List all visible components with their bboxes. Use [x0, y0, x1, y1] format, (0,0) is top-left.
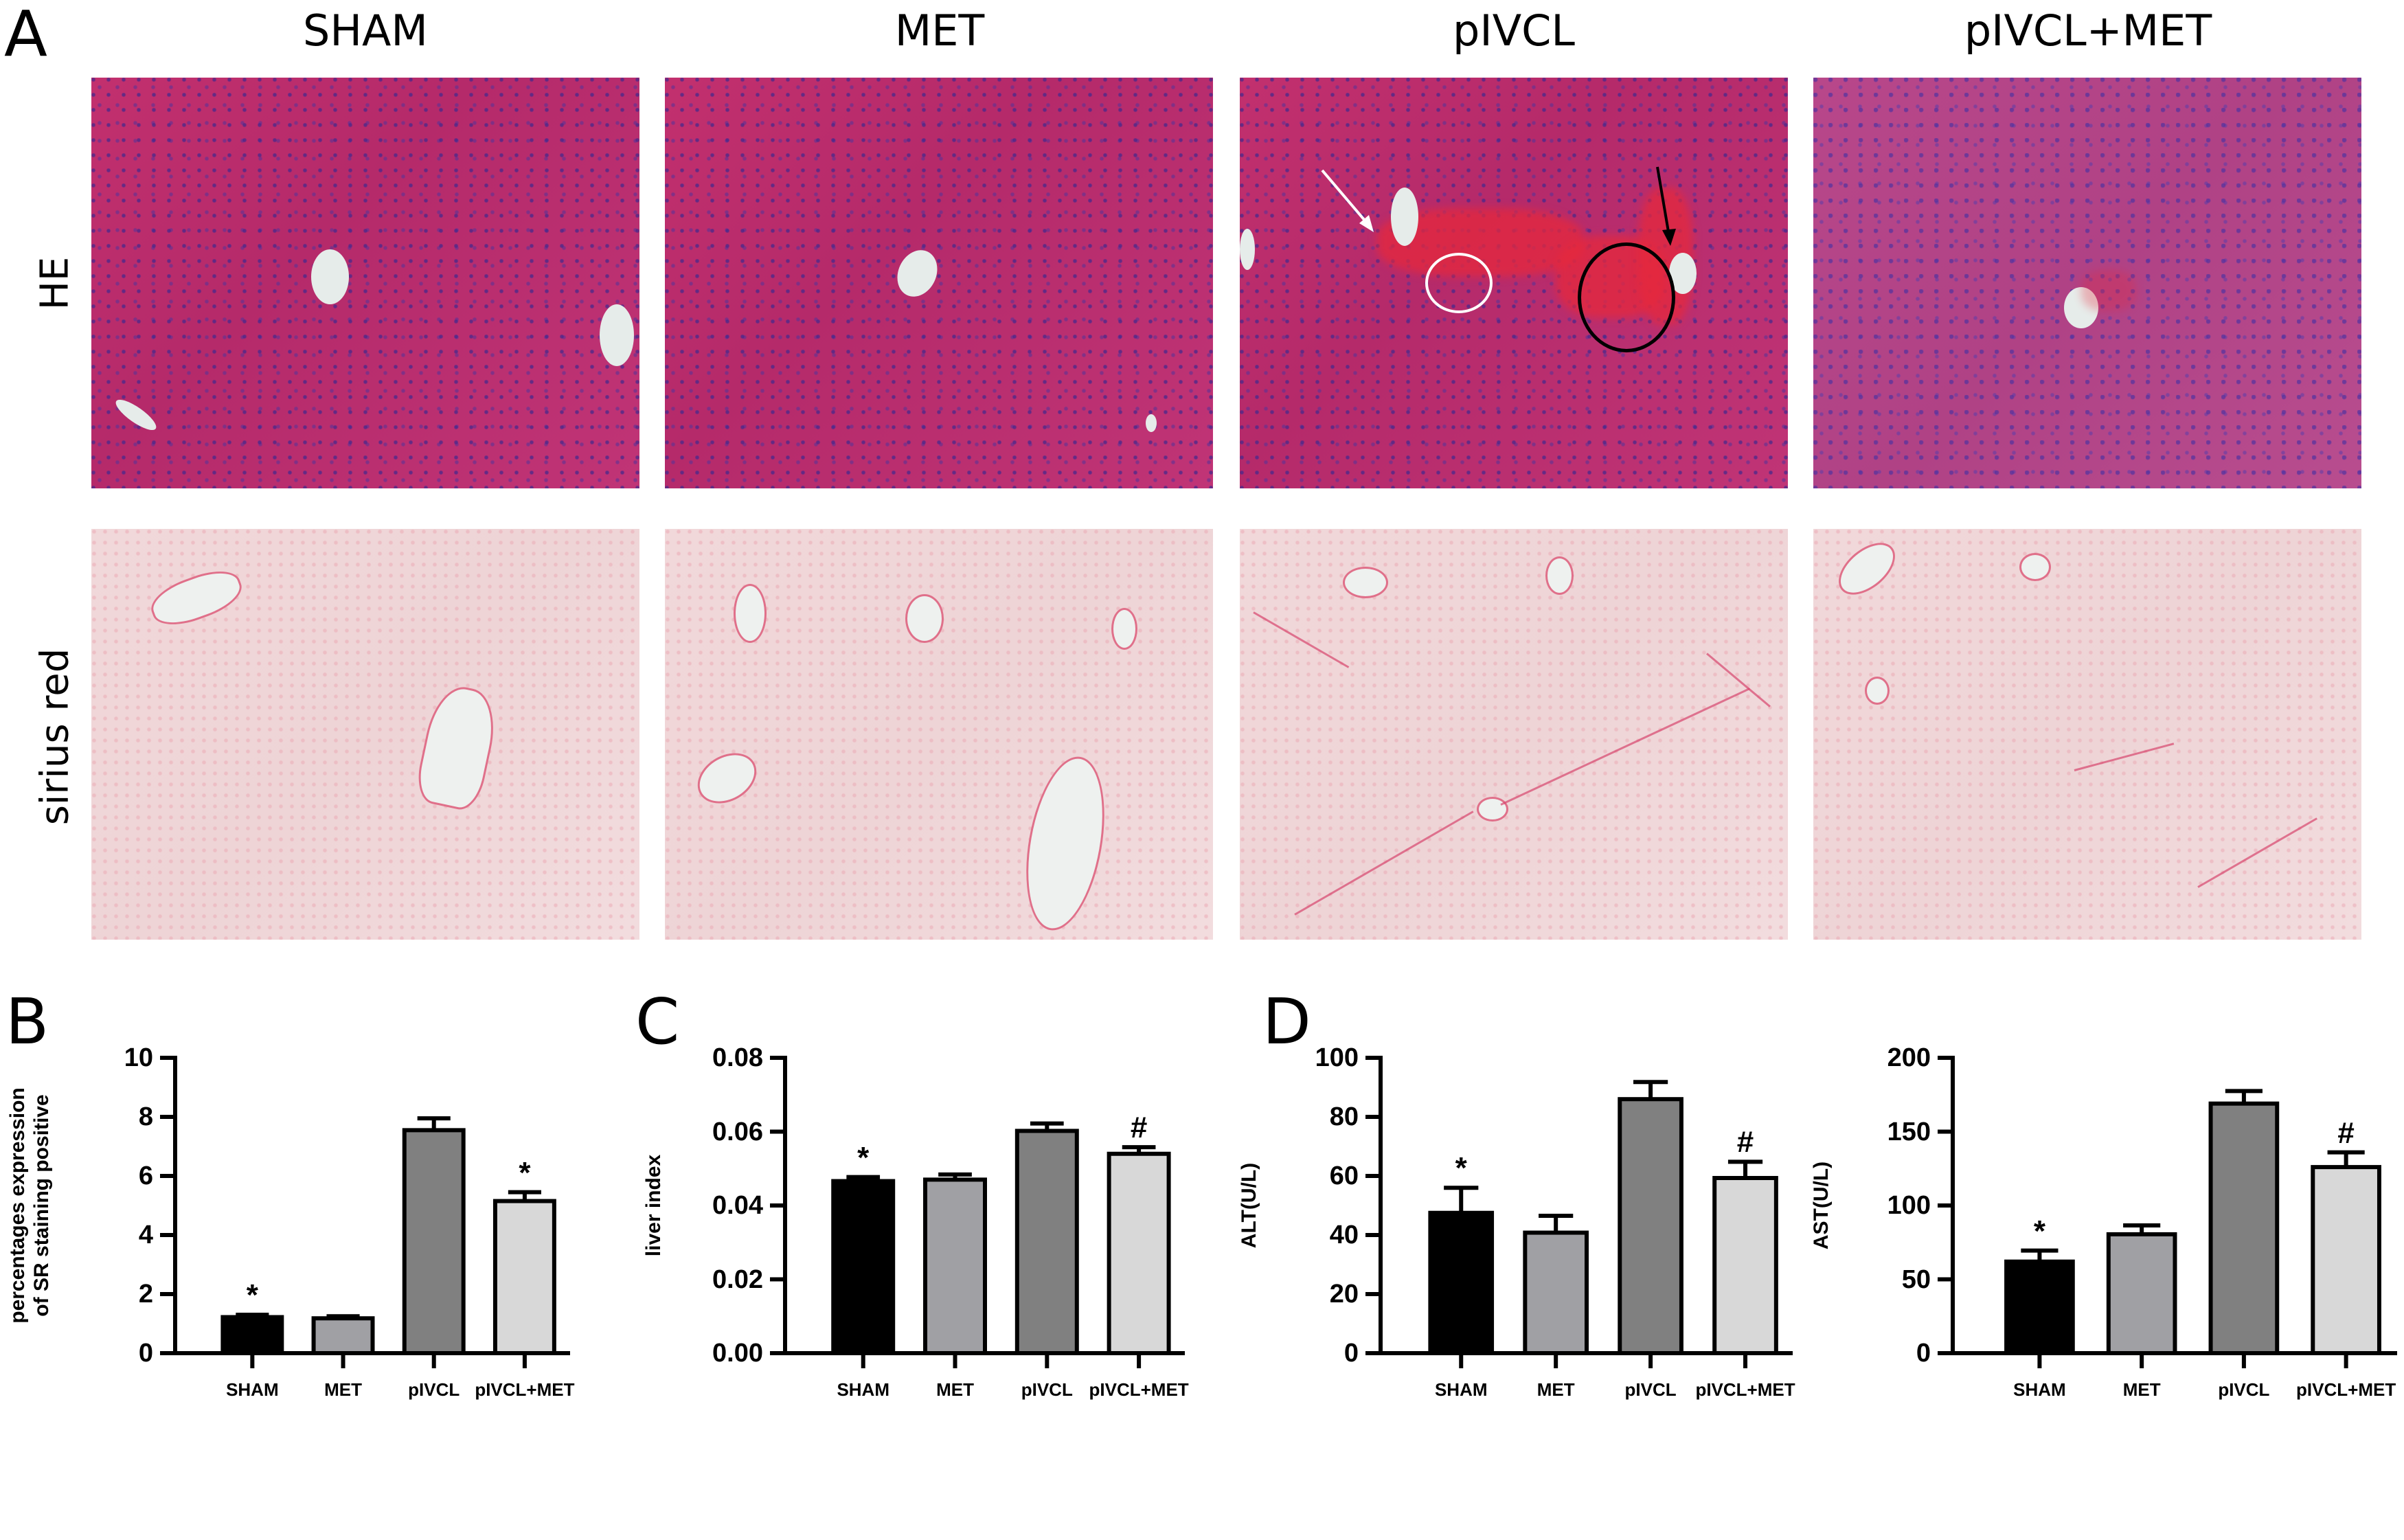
y-tick-label: 6 [138, 1162, 153, 1190]
vessel [1343, 567, 1388, 598]
x-tick-label: pIVCL+MET [2296, 1379, 2396, 1400]
bar-pivcl [1014, 1129, 1079, 1356]
y-tick-label: 200 [1887, 1043, 1931, 1072]
x-tick-label: MET [936, 1379, 974, 1400]
y-tick-label: 50 [1901, 1265, 1931, 1294]
micrograph-he-pivcl [1240, 78, 1788, 488]
column-title-pivcl-met: pIVCL+MET [1964, 5, 2212, 56]
significance-marker: * [1455, 1151, 1467, 1186]
x-tick-label: pIVCL [1021, 1379, 1073, 1400]
micrograph-sr-pivcl [1240, 529, 1788, 940]
significance-marker: * [519, 1155, 531, 1190]
y-tick-label: 20 [1329, 1280, 1359, 1309]
micrograph-he-met [665, 78, 1213, 488]
significance-marker: # [1736, 1125, 1754, 1159]
y-axis-title: AST(U/L) [1810, 1161, 1833, 1250]
x-tick-label: MET [2122, 1379, 2161, 1400]
x-tick-label: pIVCL+MET [1695, 1379, 1795, 1400]
y-tick-label: 0 [138, 1339, 153, 1368]
significance-marker: * [2033, 1214, 2045, 1248]
vessel [600, 304, 634, 366]
column-title-sham: SHAM [303, 5, 428, 56]
y-tick-label: 4 [138, 1221, 153, 1249]
y-tick-label: 10 [124, 1043, 153, 1072]
y-tick-label: 100 [1315, 1043, 1359, 1072]
y-tick-label: 0 [1916, 1339, 1931, 1368]
x-tick-label: SHAM [1434, 1379, 1488, 1400]
y-tick-label: 150 [1887, 1117, 1931, 1146]
bar-met [923, 1177, 987, 1355]
vessel [1865, 677, 1890, 705]
bar-pivcl [2208, 1101, 2280, 1356]
vessel [1111, 608, 1137, 650]
micrograph-he-sham [91, 78, 639, 488]
vessel [1477, 797, 1508, 822]
x-tick-label: pIVCL+MET [1089, 1379, 1189, 1400]
y-tick-label: 60 [1329, 1162, 1359, 1190]
panel-letter-a: A [4, 0, 47, 71]
white-arrow-icon [1321, 169, 1370, 227]
y-tick-label: 0.00 [712, 1339, 763, 1368]
micrograph-sr-sham [91, 529, 639, 940]
column-title-met: MET [894, 5, 985, 56]
vessel [734, 584, 767, 643]
y-tick-label: 0.04 [712, 1191, 763, 1220]
x-tick-label: SHAM [837, 1379, 889, 1400]
vessel [1146, 414, 1157, 432]
y-tick-label: 80 [1329, 1102, 1359, 1131]
bar-met [1523, 1230, 1589, 1356]
central-vein [2064, 287, 2098, 328]
bar-sham [2004, 1259, 2075, 1355]
y-tick-label: 0.02 [712, 1265, 763, 1294]
significance-marker: * [246, 1278, 258, 1313]
x-tick-label: pIVCL+MET [475, 1379, 575, 1400]
congestion-area [2081, 270, 2136, 311]
x-tick-label: pIVCL [2218, 1379, 2270, 1400]
black-arrow-icon [1656, 166, 1670, 236]
x-tick-label: MET [324, 1379, 362, 1400]
x-tick-label: SHAM [2013, 1379, 2066, 1400]
y-tick-label: 0.06 [712, 1117, 763, 1146]
white-circle-annotation [1425, 253, 1493, 313]
micrograph-he-pivcl-met [1813, 78, 2361, 488]
arrow-icons [1321, 166, 1676, 246]
central-vein [311, 249, 349, 304]
vessel [905, 594, 944, 643]
x-tick-label: MET [1536, 1379, 1575, 1400]
vessel [2019, 553, 2051, 581]
bar-pivcl-met [2311, 1165, 2381, 1355]
bar-pivcl-met [492, 1199, 556, 1356]
black-circle-annotation [1578, 242, 1675, 352]
x-tick-label: pIVCL [408, 1379, 460, 1400]
y-tick-label: 40 [1329, 1221, 1359, 1249]
y-tick-label: 0 [1343, 1339, 1359, 1368]
micrograph-sr-met [665, 529, 1213, 940]
panel-letter-d: D [1262, 985, 1311, 1058]
panel-letter-c: C [635, 985, 680, 1058]
central-vein [1391, 188, 1418, 246]
significance-marker: # [1130, 1111, 1148, 1145]
column-title-pivcl: pIVCL [1453, 5, 1575, 56]
panel-letter-b: B [5, 985, 49, 1058]
bar-met [2106, 1232, 2177, 1356]
significance-marker: * [857, 1140, 870, 1175]
x-tick-label: SHAM [226, 1379, 279, 1400]
micrograph-sr-pivcl-met [1813, 529, 2361, 940]
vessel [1545, 556, 1574, 595]
y-tick-label: 2 [138, 1280, 153, 1309]
vessel [1240, 229, 1255, 270]
x-tick-label: pIVCL [1624, 1379, 1677, 1400]
y-tick-label: 8 [138, 1102, 153, 1131]
y-tick-label: 0.08 [712, 1043, 763, 1072]
y-tick-label: 100 [1887, 1191, 1931, 1220]
significance-marker: # [2337, 1116, 2355, 1150]
bar-pivcl-met [1107, 1151, 1171, 1355]
